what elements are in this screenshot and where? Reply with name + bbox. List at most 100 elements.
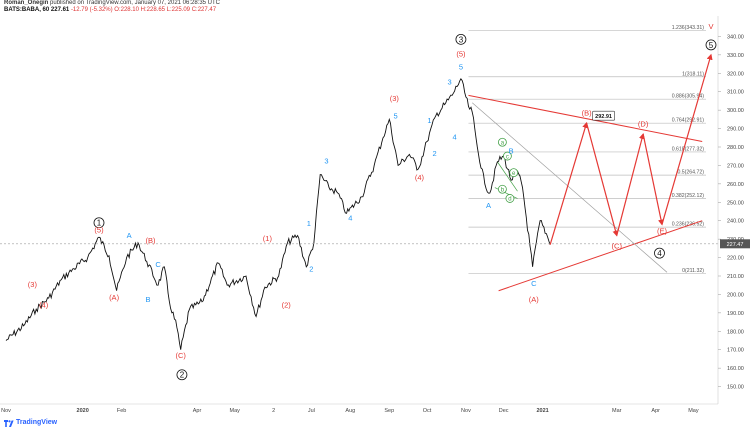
trend-line (498, 220, 703, 292)
fib-level-label: 0.5(264.72) (677, 170, 704, 176)
wave-label: 5 (709, 41, 714, 50)
x-tick-label: Apr (651, 408, 660, 414)
fib-level-label: 0.886(305.94) (672, 94, 705, 100)
last-price: 227.61 (50, 7, 70, 13)
wave-label: A (486, 201, 491, 210)
x-tick-label: 2021 (536, 408, 548, 414)
wave-label: 5 (459, 63, 463, 72)
wave-label: 1 (307, 219, 311, 228)
y-tick-label: 300.00 (727, 108, 744, 114)
fib-level-label: 0.764(292.91) (672, 118, 705, 124)
symbol-line: BATS:BABA, 60 227.61 -12.79 (-5.32%) O:2… (4, 7, 216, 13)
wave-label: (4) (415, 173, 425, 182)
wave-label-circle (505, 194, 515, 203)
wave-label: 1 (97, 219, 102, 228)
y-tick-label: 210.00 (727, 274, 744, 280)
y-tick-label: 220.00 (727, 256, 744, 262)
wave-label: (C) (175, 351, 186, 360)
y-tick-label: 310.00 (727, 90, 744, 96)
fib-retracement-layer[interactable]: 0(211.32) 0.236(236.52) 0.382(252.12) 0.5(2… (468, 25, 706, 274)
wave-labels-layer: 1(5)(3)(4)A(A)(B)BC(C)2(1)(2)1234(3)5(4)… (28, 22, 717, 381)
y-tick-label: 170.00 (727, 348, 744, 354)
wave-label: (3) (390, 94, 400, 103)
wave-label: (2) (282, 300, 292, 309)
y-tick-label: 340.00 (727, 34, 744, 40)
y-tick-label: 180.00 (727, 329, 744, 335)
wave-label: (C) (612, 241, 623, 250)
current-price-tag (720, 239, 750, 249)
x-tick-label: 2020 (77, 408, 89, 414)
current-price-tag-label: 227.47 (727, 242, 744, 248)
wave-label: (4) (39, 300, 49, 309)
wave-label: (B) (146, 236, 157, 245)
wave-label: (A) (109, 293, 120, 302)
x-tick-label: Feb (117, 408, 126, 414)
x-tick-label: Aug (345, 408, 355, 414)
x-tick-label: Nov (1, 408, 11, 414)
wave-label: 1 (427, 116, 431, 125)
wave-label: 3 (324, 157, 328, 166)
wave-label: 2 (309, 264, 313, 273)
tradingview-logo-icon[interactable] (4, 420, 14, 428)
x-tick-label: 2 (272, 408, 275, 414)
projection-segment (586, 122, 619, 237)
wave-label: (5) (94, 226, 104, 235)
projection-segment (642, 133, 664, 226)
wave-label: 3 (459, 35, 464, 44)
fib-level-label: 0(211.32) (682, 268, 704, 274)
wave-label-circle (654, 247, 665, 259)
wave-label: C (531, 279, 537, 288)
wave-label: (1) (263, 234, 273, 243)
price-callout-label: 292.91 (595, 114, 612, 120)
projection-layer[interactable]: 292.91 (549, 53, 713, 245)
x-tick-label: Sep (384, 408, 394, 414)
x-tick-label: Oct (423, 408, 432, 414)
wave-label: B (145, 295, 150, 304)
projection-segment (616, 132, 645, 236)
wave-label-circle (176, 369, 188, 381)
published-text: published on TradingView.com, January 07… (50, 0, 221, 6)
price-callout-box (592, 110, 615, 121)
price-series-layer (0, 77, 718, 350)
wave-label: (E) (657, 227, 668, 236)
x-tick-label: Apr (193, 408, 202, 414)
wave-label: (3) (28, 280, 38, 289)
wave-label: d (508, 197, 511, 203)
wave-label: 2 (432, 149, 436, 158)
wave-label: 4 (348, 214, 352, 223)
trend-line (468, 94, 703, 142)
fib-level-label: 0.618(277.32) (672, 146, 705, 152)
author-name[interactable]: Roman_Onegin (4, 0, 49, 6)
wave-label: B (509, 146, 514, 155)
brand-label[interactable]: TradingView (16, 419, 58, 426)
x-tick-label: May (230, 408, 241, 414)
trend-lines-layer[interactable] (468, 94, 703, 292)
wave-label: V (708, 22, 713, 31)
trend-line (472, 102, 668, 273)
wave-label-circle (455, 33, 467, 45)
fib-level-label: 0.382(252.12) (672, 193, 705, 199)
fib-level-label: 0.236(236.52) (672, 222, 705, 228)
wave-label-circle (93, 217, 105, 229)
wave-label-circle (509, 168, 519, 178)
y-tick-label: 320.00 (727, 71, 744, 77)
wave-label-circle (497, 184, 507, 194)
y-tick-label: 250.00 (727, 200, 744, 206)
y-tick-label: 240.00 (727, 219, 744, 225)
y-axis-panel (718, 16, 750, 404)
wave-label: 4 (657, 249, 662, 258)
axis-corner (718, 404, 750, 418)
y-tick-label: 150.00 (727, 385, 744, 391)
wave-label: (5) (456, 50, 466, 59)
wave-label-circle (503, 151, 512, 161)
y-tick-label: 190.00 (727, 311, 744, 317)
price-change: -12.79 (-5.32%) (70, 7, 113, 13)
wave-label: c (506, 154, 509, 160)
wave-label-circle (497, 137, 507, 147)
x-tick-label: Nov (461, 408, 471, 414)
wave-label: e (512, 171, 516, 177)
x-tick-label: May (688, 408, 699, 414)
wave-label: (D) (638, 120, 649, 129)
ohlc-values: O:228.10 H:228.65 L:225.09 C:227.47 (114, 7, 217, 13)
